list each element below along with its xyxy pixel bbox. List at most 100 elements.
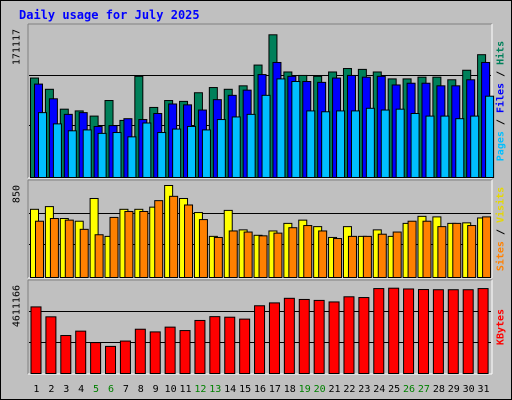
x-label-day-4: 4 xyxy=(78,384,84,395)
bar-sites-day-4 xyxy=(79,228,89,279)
bar-kbytes-day-8 xyxy=(134,328,146,374)
bar-pages-day-4 xyxy=(82,129,92,178)
bar-kbytes-day-1 xyxy=(30,306,42,374)
bar-pages-day-19 xyxy=(306,110,316,178)
bar-pages-day-14 xyxy=(231,116,241,178)
x-label-day-6: 6 xyxy=(108,384,114,395)
bar-kbytes-day-31 xyxy=(477,288,489,375)
bar-kbytes-day-10 xyxy=(164,326,176,374)
bar-pages-day-13 xyxy=(216,119,226,178)
bar-pages-day-16 xyxy=(261,94,271,178)
legend-pages-files-hits-part: / xyxy=(496,113,507,131)
bar-pages-day-25 xyxy=(395,108,405,178)
x-label-day-21: 21 xyxy=(328,384,340,395)
bar-pages-day-9 xyxy=(157,132,167,178)
legend-pages-files-hits-part: Files xyxy=(495,83,507,113)
bar-pages-day-5 xyxy=(97,132,107,178)
bar-pages-day-26 xyxy=(410,112,420,178)
bar-kbytes-day-5 xyxy=(90,342,102,374)
bar-sites-day-31 xyxy=(482,216,492,278)
bar-kbytes-day-17 xyxy=(268,302,280,374)
bar-kbytes-day-24 xyxy=(373,288,385,375)
bar-sites-day-1 xyxy=(35,220,44,279)
legend-sites-visits-part: Sites xyxy=(495,241,507,271)
bar-sites-day-2 xyxy=(49,218,59,278)
x-label-day-25: 25 xyxy=(388,384,400,395)
x-label-day-27: 27 xyxy=(418,384,430,395)
bar-pages-day-12 xyxy=(201,129,211,178)
legend-sites-visits-part: Visits xyxy=(495,187,507,223)
x-label-day-19: 19 xyxy=(299,384,311,395)
x-label-day-13: 13 xyxy=(209,384,221,395)
x-label-day-20: 20 xyxy=(314,384,326,395)
bar-kbytes-day-22 xyxy=(343,296,355,375)
bar-kbytes-day-7 xyxy=(119,340,131,374)
bar-kbytes-day-27 xyxy=(417,289,429,374)
bar-pages-day-24 xyxy=(380,109,390,178)
bar-sites-day-15 xyxy=(243,231,253,279)
x-label-day-31: 31 xyxy=(478,384,490,395)
bar-pages-day-22 xyxy=(350,110,360,178)
bar-kbytes-day-9 xyxy=(149,331,161,374)
bar-pages-day-20 xyxy=(321,111,331,178)
bar-kbytes-day-23 xyxy=(358,297,370,374)
bar-sites-day-28 xyxy=(437,226,447,278)
bar-kbytes-day-3 xyxy=(60,335,72,374)
bar-pages-day-8 xyxy=(142,122,152,178)
bar-kbytes-day-30 xyxy=(462,289,474,375)
bar-sites-day-3 xyxy=(64,219,74,279)
x-label-day-17: 17 xyxy=(269,384,281,395)
bar-kbytes-day-25 xyxy=(388,287,400,374)
x-label-day-5: 5 xyxy=(93,384,99,395)
bar-kbytes-day-21 xyxy=(328,301,340,375)
bar-pages-day-2 xyxy=(52,123,62,178)
bar-kbytes-day-12 xyxy=(194,319,206,374)
x-label-day-15: 15 xyxy=(239,384,251,395)
x-label-day-2: 2 xyxy=(48,384,54,395)
bar-kbytes-day-16 xyxy=(254,305,266,374)
legend-pages-files-hits-part: Pages xyxy=(496,131,507,161)
bar-sites-day-27 xyxy=(422,220,432,279)
bar-sites-day-26 xyxy=(407,220,417,279)
legend-sites-visits: Sites / Visits xyxy=(495,187,507,271)
bar-sites-day-7 xyxy=(124,210,134,278)
chart-title: Daily usage for July 2025 xyxy=(19,8,200,22)
legend-kbytes: KBytes xyxy=(496,309,507,345)
x-label-day-30: 30 xyxy=(463,384,475,395)
bar-sites-day-11 xyxy=(184,204,194,278)
x-label-day-23: 23 xyxy=(358,384,370,395)
y-max-label-hits: 171117 xyxy=(12,29,23,65)
legend-pages-files-hits-part: / xyxy=(496,65,507,83)
bar-sites-day-6 xyxy=(109,216,119,278)
bar-sites-day-24 xyxy=(377,233,387,279)
legend-pages-files-hits-part: Hits xyxy=(495,41,507,65)
bar-kbytes-day-29 xyxy=(447,289,459,375)
bar-sites-day-10 xyxy=(169,195,179,278)
legend-sites-visits-part: / xyxy=(496,223,507,241)
y-max-label-kbytes: 4611166 xyxy=(12,285,23,327)
bar-sites-day-16 xyxy=(258,235,268,278)
x-label-day-16: 16 xyxy=(254,384,266,395)
bar-sites-day-17 xyxy=(273,232,283,279)
x-label-day-18: 18 xyxy=(284,384,296,395)
bar-pages-day-23 xyxy=(365,107,375,178)
bar-sites-day-22 xyxy=(347,235,357,279)
bar-pages-day-28 xyxy=(440,115,450,178)
bar-sites-day-13 xyxy=(213,236,223,278)
bar-sites-day-23 xyxy=(362,235,372,279)
bar-pages-day-31 xyxy=(485,95,495,178)
x-label-day-14: 14 xyxy=(224,384,236,395)
x-label-day-7: 7 xyxy=(123,384,129,395)
bar-pages-day-7 xyxy=(127,136,137,179)
bar-kbytes-day-18 xyxy=(283,297,295,374)
x-label-day-1: 1 xyxy=(33,384,39,395)
bar-sites-day-18 xyxy=(288,227,298,278)
bar-pages-day-11 xyxy=(187,125,197,178)
bar-sites-day-5 xyxy=(94,234,104,278)
bar-pages-day-21 xyxy=(336,110,346,178)
bar-pages-day-17 xyxy=(276,78,286,178)
bar-pages-day-29 xyxy=(455,118,465,178)
bar-sites-day-25 xyxy=(392,231,402,279)
legend-pages-files-hits: Pages / Files / Hits xyxy=(495,41,507,161)
